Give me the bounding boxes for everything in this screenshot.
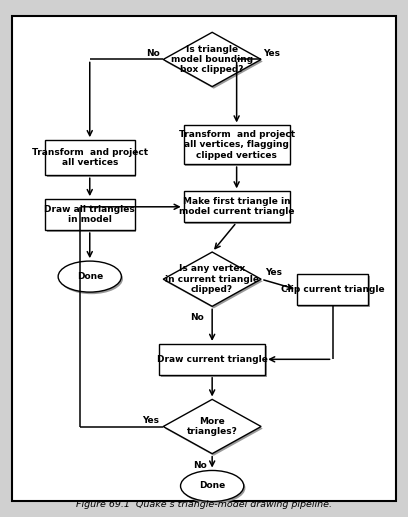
FancyBboxPatch shape bbox=[299, 276, 370, 307]
Text: Is any vertex
in current triangle
clipped?: Is any vertex in current triangle clippe… bbox=[165, 264, 259, 294]
Text: Draw current triangle: Draw current triangle bbox=[157, 355, 268, 364]
Ellipse shape bbox=[60, 263, 123, 294]
FancyBboxPatch shape bbox=[185, 128, 291, 166]
Polygon shape bbox=[165, 401, 263, 456]
Text: Figure 69.1  Quake’s triangle-model drawing pipeline.: Figure 69.1 Quake’s triangle-model drawi… bbox=[76, 500, 332, 509]
Text: More
triangles?: More triangles? bbox=[187, 417, 237, 436]
Text: Is triangle
model bounding
box clipped?: Is triangle model bounding box clipped? bbox=[171, 44, 253, 74]
Polygon shape bbox=[165, 34, 263, 89]
Text: Done: Done bbox=[77, 272, 103, 281]
Polygon shape bbox=[163, 32, 261, 86]
Text: Done: Done bbox=[199, 481, 225, 491]
FancyBboxPatch shape bbox=[12, 16, 396, 501]
Text: Yes: Yes bbox=[142, 416, 160, 425]
Text: Yes: Yes bbox=[265, 268, 282, 278]
Ellipse shape bbox=[182, 473, 246, 504]
Text: No: No bbox=[146, 49, 160, 58]
Polygon shape bbox=[163, 399, 261, 454]
Text: Transform  and project
all vertices: Transform and project all vertices bbox=[32, 148, 148, 168]
Text: Transform  and project
all vertices, flagging
clipped vertices: Transform and project all vertices, flag… bbox=[179, 130, 295, 160]
Polygon shape bbox=[165, 254, 263, 308]
FancyBboxPatch shape bbox=[184, 191, 290, 222]
Ellipse shape bbox=[180, 470, 244, 501]
Text: No: No bbox=[190, 313, 204, 322]
FancyBboxPatch shape bbox=[47, 142, 136, 177]
FancyBboxPatch shape bbox=[297, 274, 368, 305]
Text: Clip current triangle: Clip current triangle bbox=[281, 285, 384, 294]
Text: No: No bbox=[193, 461, 207, 469]
FancyBboxPatch shape bbox=[159, 344, 265, 375]
FancyBboxPatch shape bbox=[161, 346, 267, 377]
FancyBboxPatch shape bbox=[184, 126, 290, 164]
Text: Draw all triangles
in model: Draw all triangles in model bbox=[44, 205, 135, 224]
FancyBboxPatch shape bbox=[45, 199, 135, 230]
Ellipse shape bbox=[58, 261, 122, 292]
FancyBboxPatch shape bbox=[45, 140, 135, 175]
Text: Make first triangle in
model current triangle: Make first triangle in model current tri… bbox=[179, 197, 295, 217]
Polygon shape bbox=[163, 252, 261, 306]
FancyBboxPatch shape bbox=[47, 201, 136, 232]
Text: Yes: Yes bbox=[263, 49, 280, 58]
FancyBboxPatch shape bbox=[185, 193, 291, 224]
